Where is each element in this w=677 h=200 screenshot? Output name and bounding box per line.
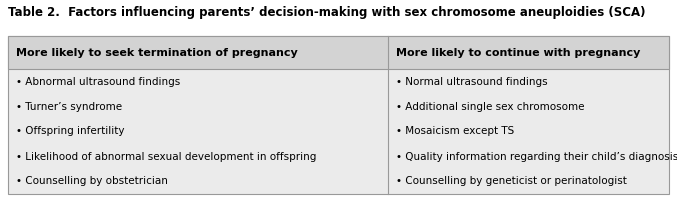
Text: • Normal ultrasound findings: • Normal ultrasound findings [396, 77, 548, 87]
Text: • Turner’s syndrome: • Turner’s syndrome [16, 102, 123, 112]
Bar [8, 36, 669, 69]
Text: • Likelihood of abnormal sexual development in offspring: • Likelihood of abnormal sexual developm… [16, 152, 317, 162]
Bar [8, 36, 669, 194]
Text: Table 2.  Factors influencing parents’ decision-making with sex chromosome aneup: Table 2. Factors influencing parents’ de… [8, 6, 646, 19]
Text: • Offspring infertility: • Offspring infertility [16, 127, 125, 136]
Text: • Mosaicism except TS: • Mosaicism except TS [396, 127, 515, 136]
Text: More likely to seek termination of pregnancy: More likely to seek termination of pregn… [16, 47, 298, 58]
Text: • Counselling by geneticist or perinatologist: • Counselling by geneticist or perinatol… [396, 176, 627, 186]
Text: • Additional single sex chromosome: • Additional single sex chromosome [396, 102, 585, 112]
Text: • Counselling by obstetrician: • Counselling by obstetrician [16, 176, 168, 186]
Text: More likely to continue with pregnancy: More likely to continue with pregnancy [396, 47, 640, 58]
Text: • Abnormal ultrasound findings: • Abnormal ultrasound findings [16, 77, 181, 87]
Text: • Quality information regarding their child’s diagnosis: • Quality information regarding their ch… [396, 152, 677, 162]
